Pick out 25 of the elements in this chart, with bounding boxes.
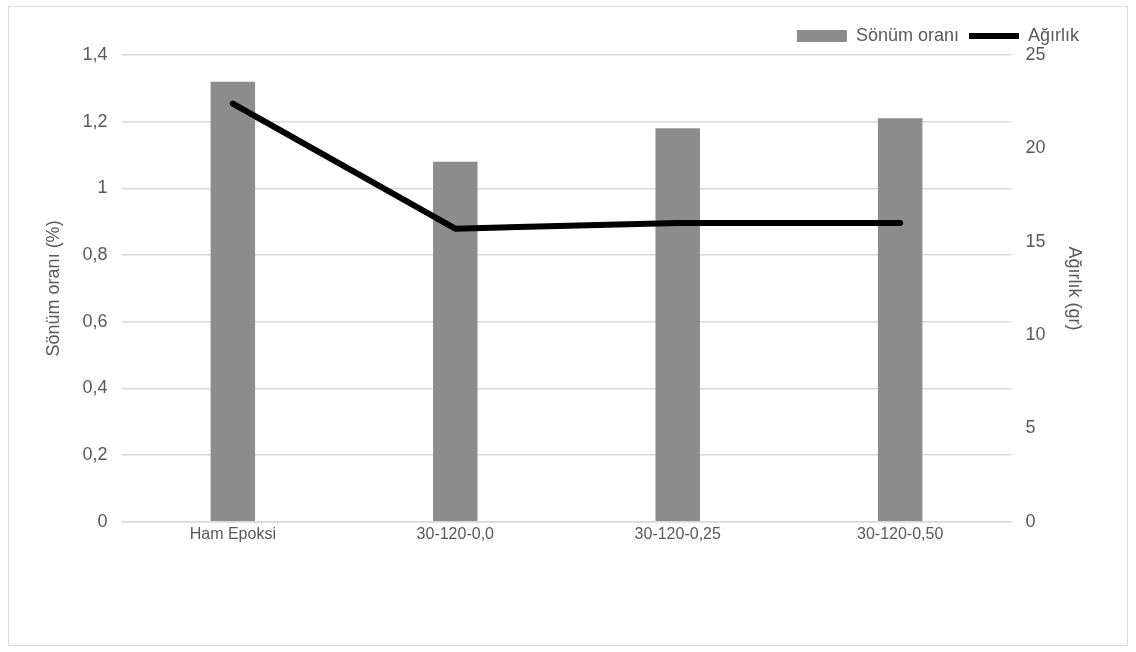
bar: [210, 81, 256, 522]
x-tick-label: Ham Epoksi: [189, 524, 276, 542]
x-tick-label: 30-120-0,25: [634, 524, 721, 542]
x-tick-label: 30-120-0,50: [857, 524, 944, 542]
y-tick-label: 0,8: [82, 244, 108, 265]
y-axis-title: Sönüm oranı (%): [42, 220, 63, 357]
y-tick-label: 0,4: [82, 377, 108, 398]
bar: [877, 118, 923, 522]
y2-tick-label: 5: [1025, 417, 1036, 438]
bar: [655, 128, 700, 522]
y2-tick-label: 20: [1025, 137, 1046, 158]
y-tick-label: 0,6: [82, 310, 108, 331]
y2-axis-title: Ağırlık (gr): [1065, 246, 1086, 331]
legend-label: Ağırlık: [1027, 24, 1080, 45]
y-tick-label: 0: [97, 510, 108, 531]
bar: [433, 161, 478, 522]
y-tick-label: 1,4: [82, 43, 108, 64]
x-tick-label: 30-120-0,0: [416, 524, 495, 542]
y-tick-label: 0,2: [82, 444, 108, 465]
y2-tick-label: 15: [1025, 230, 1046, 251]
legend-label: Sönüm oranı: [855, 24, 959, 45]
y-tick-label: 1,2: [82, 110, 108, 131]
y2-tick-label: 0: [1025, 510, 1036, 531]
y-tick-label: 1: [97, 177, 108, 198]
y2-tick-label: 10: [1025, 324, 1046, 345]
